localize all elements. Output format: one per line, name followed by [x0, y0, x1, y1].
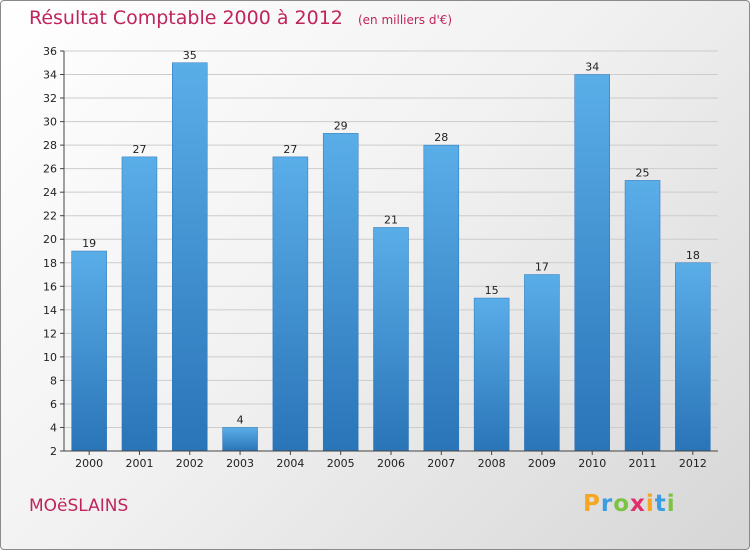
- y-tick-label: 12: [43, 327, 57, 340]
- y-tick-label: 28: [43, 139, 57, 152]
- y-tick-label: 16: [43, 280, 57, 293]
- data-labels: 19 27 35 4 27 29 21 28 15 17 34 25 18: [82, 49, 700, 427]
- x-tick-label: 2006: [377, 457, 405, 470]
- y-tick-label: 14: [43, 304, 57, 317]
- data-label-2009: 17: [535, 261, 549, 274]
- x-tick-label: 2002: [176, 457, 204, 470]
- logo-char: i: [666, 491, 676, 517]
- bar-2000: [71, 250, 107, 452]
- y-tick-label: 24: [43, 186, 57, 199]
- proxiti-logo: Proxiti: [583, 491, 676, 517]
- x-tick-label: 2001: [125, 457, 153, 470]
- x-tick-label: 2011: [629, 457, 657, 470]
- y-tick-label: 36: [43, 45, 57, 58]
- y-tick-label: 18: [43, 257, 57, 270]
- x-tick-label: 2010: [578, 457, 606, 470]
- data-label-2005: 29: [334, 119, 348, 132]
- x-tick-label: 2008: [478, 457, 506, 470]
- bar-2001: [121, 156, 158, 452]
- data-label-2004: 27: [283, 143, 297, 156]
- chart-title: Résultat Comptable 2000 à 2012: [29, 7, 343, 29]
- chart-title-block: Résultat Comptable 2000 à 2012 (en milli…: [29, 7, 452, 29]
- x-tick-label: 2003: [226, 457, 254, 470]
- commune-name: MOëSLAINS: [29, 496, 129, 516]
- y-tick-label: 34: [43, 69, 57, 82]
- logo-char: t: [654, 491, 667, 517]
- y-tick-label: 32: [43, 92, 57, 105]
- x-tick-label: 2007: [427, 457, 455, 470]
- y-tick-label: 8: [50, 374, 57, 387]
- data-label-2003: 4: [237, 413, 244, 426]
- x-axis-ticks: 2000 2001 2002 2003 2004 2005 2006 2007 2008 2009…: [75, 451, 707, 470]
- y-tick-label: 20: [43, 233, 57, 246]
- logo-char: P: [583, 491, 601, 517]
- data-label-2002: 35: [183, 49, 197, 62]
- y-tick-label: 6: [50, 398, 57, 411]
- logo-char: i: [645, 491, 655, 517]
- chart-unit: (en milliers d'€): [357, 13, 453, 27]
- logo-char: r: [600, 491, 614, 517]
- y-tick-label: 22: [43, 210, 57, 223]
- data-label-2006: 21: [384, 213, 398, 226]
- data-label-2010: 34: [585, 61, 599, 74]
- x-tick-label: 2009: [528, 457, 556, 470]
- y-tick-label: 10: [43, 351, 57, 364]
- data-label-2000: 19: [82, 237, 96, 250]
- bar-2003: [222, 427, 258, 452]
- x-tick-label: 2005: [327, 457, 355, 470]
- data-label-2012: 18: [686, 249, 700, 262]
- y-tick-label: 2: [50, 445, 57, 458]
- bar-2006: [373, 227, 409, 452]
- y-tick-label: 26: [43, 163, 57, 176]
- data-label-2001: 27: [132, 143, 146, 156]
- bar-2009: [524, 274, 560, 452]
- x-tick-label: 2000: [75, 457, 103, 470]
- bar-2005: [322, 133, 359, 452]
- y-tick-label: 30: [43, 116, 57, 129]
- x-tick-label: 2012: [679, 457, 707, 470]
- bar-2007: [423, 144, 460, 452]
- bar-2010: [574, 74, 610, 452]
- x-tick-label: 2004: [276, 457, 304, 470]
- data-label-2011: 25: [636, 166, 650, 179]
- y-tick-label: 4: [50, 421, 57, 434]
- bar-2012: [675, 262, 711, 452]
- bar-2011: [624, 180, 661, 452]
- bars: [71, 62, 711, 452]
- logo-char: o: [613, 491, 631, 517]
- data-label-2007: 28: [434, 131, 448, 144]
- logo-char: x: [630, 491, 646, 517]
- data-label-2008: 15: [485, 284, 499, 297]
- bar-2004: [272, 156, 309, 452]
- bar-2002: [172, 62, 208, 452]
- bar-2008: [473, 297, 510, 452]
